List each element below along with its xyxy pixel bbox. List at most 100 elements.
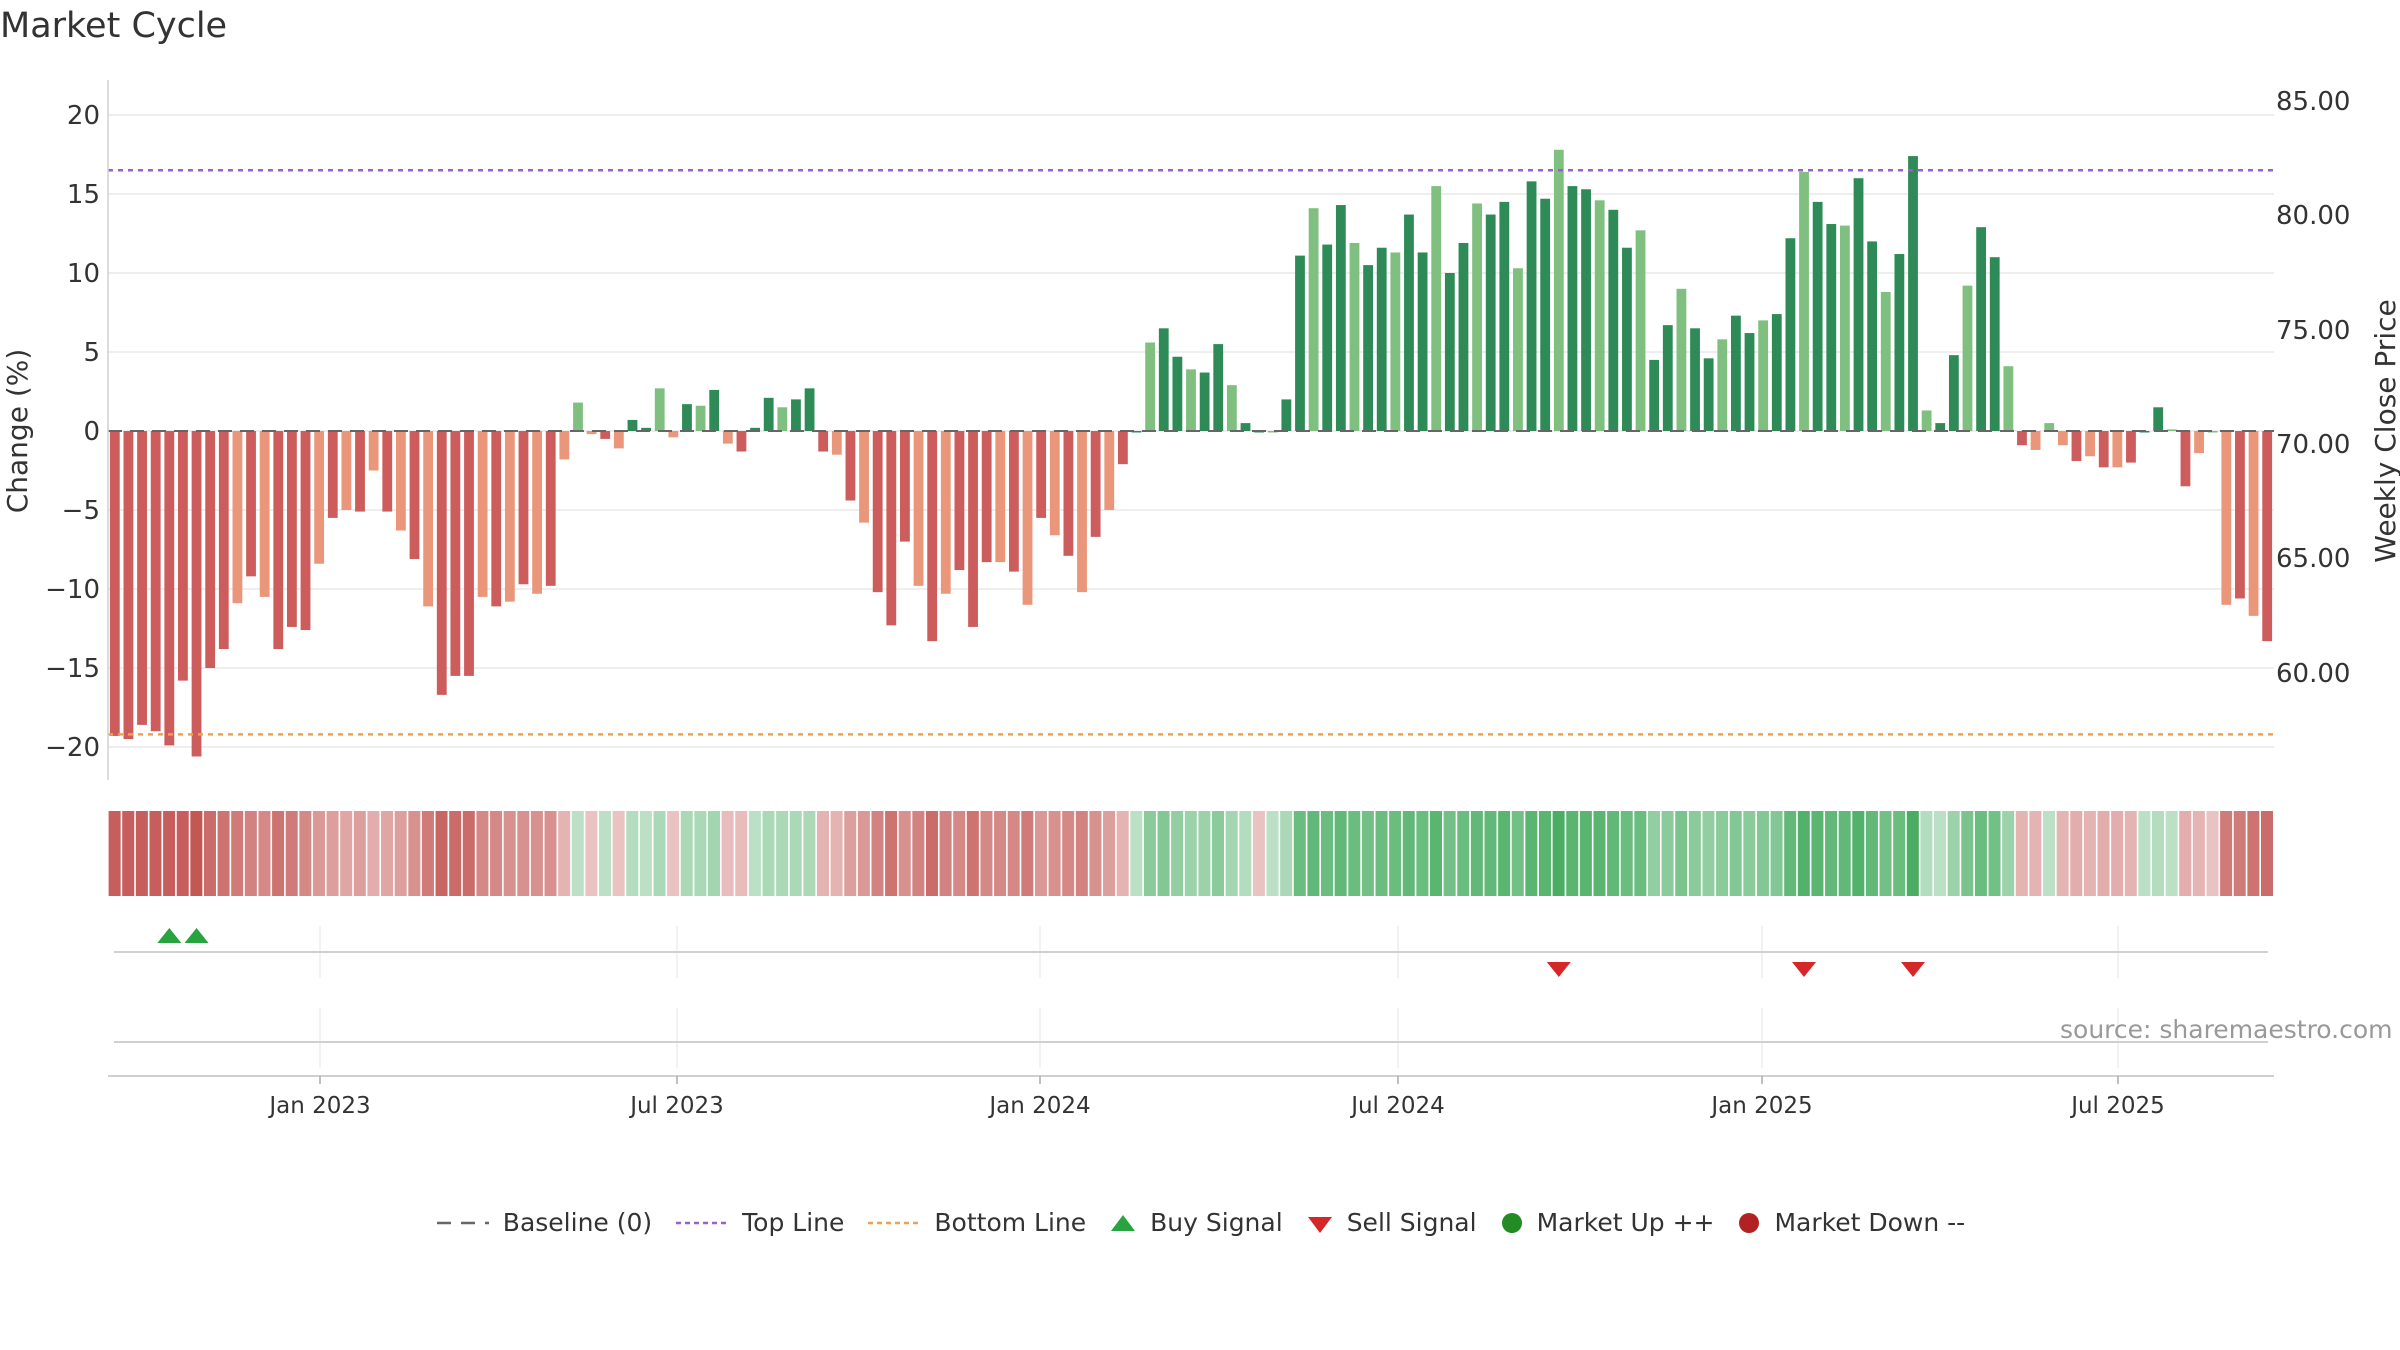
heat-strip-cell: [1661, 811, 1674, 896]
change-bar: [1226, 385, 1237, 431]
heat-strip-cell: [190, 811, 203, 896]
legend-item-sell-signal: Sell Signal: [1305, 1208, 1477, 1237]
heat-strip-cell: [1239, 811, 1252, 896]
change-bar: [2017, 431, 2027, 446]
heat-strip-cell: [1143, 811, 1156, 896]
change-bar: [1431, 186, 1442, 431]
heat-strip-cell: [1729, 811, 1742, 896]
change-bar: [1499, 201, 1510, 431]
change-bar: [1036, 431, 1047, 518]
heat-strip-cell: [721, 811, 734, 896]
heat-strip-cell: [1252, 811, 1265, 896]
heat-strip-cell: [912, 811, 925, 896]
heat-strip-cell: [1307, 811, 1320, 896]
heat-strip-cell: [708, 811, 721, 896]
heat-strip-cell: [1756, 811, 1769, 896]
heat-strip-cell: [612, 811, 625, 896]
legend-label: Sell Signal: [1346, 1208, 1477, 1237]
change-bar: [1894, 254, 1905, 431]
change-bar: [613, 431, 624, 449]
change-bar: [2221, 431, 2232, 605]
change-bar: [763, 397, 774, 431]
change-bar: [1172, 356, 1183, 431]
heat-strip-cell: [449, 811, 462, 896]
x-tick-label: Jul 2025: [2069, 1093, 2165, 1119]
heat-strip-cell: [789, 811, 802, 896]
heat-strip-cell: [966, 811, 979, 896]
heat-strip-cell: [639, 811, 652, 896]
change-bar: [1935, 423, 1946, 431]
change-bar: [1458, 242, 1469, 431]
change-bar: [709, 389, 720, 431]
change-bar: [1267, 431, 1278, 433]
change-bar: [1540, 198, 1551, 431]
heat-strip-cell: [1675, 811, 1688, 896]
heat-strip-cell: [1852, 811, 1865, 896]
change-bar: [1867, 241, 1878, 431]
change-bar: [1962, 285, 1973, 431]
change-bar: [1390, 252, 1401, 431]
change-bar: [1785, 238, 1796, 431]
heat-strip-cell: [1334, 811, 1347, 896]
change-bar: [1771, 314, 1782, 431]
change-bar: [1404, 214, 1414, 431]
change-bar: [954, 431, 965, 571]
heat-strip-cell: [1402, 811, 1415, 896]
change-bar: [1581, 189, 1591, 431]
change-bar: [627, 419, 638, 431]
change-bar: [477, 431, 488, 597]
change-bar: [1635, 230, 1646, 431]
heat-strip-cell: [1266, 811, 1279, 896]
change-bar: [1662, 325, 1673, 431]
y-tick-label: 10: [67, 259, 100, 289]
change-bar: [1812, 201, 1823, 431]
heat-strip-cell: [1171, 811, 1184, 896]
change-bar: [1908, 156, 1918, 431]
change-bar: [995, 431, 1006, 563]
change-bar: [1335, 205, 1346, 431]
change-bar: [1717, 339, 1728, 431]
change-bar: [2153, 407, 2164, 431]
y-tick-label: 15: [67, 180, 100, 210]
change-bar: [545, 431, 556, 586]
change-bar: [1349, 242, 1360, 431]
change-bar: [1213, 344, 1224, 431]
heat-strip-cell: [326, 811, 339, 896]
heat-strip-cell: [735, 811, 748, 896]
heat-strip-cell: [1198, 811, 1211, 896]
change-bar: [1567, 186, 1578, 431]
heat-strip-cell: [653, 811, 666, 896]
heat-strip-cell: [1470, 811, 1483, 896]
heat-strip-cell: [680, 811, 693, 896]
heat-strip-cell: [1034, 811, 1047, 896]
heat-strip-cell: [1348, 811, 1361, 896]
change-bar: [2071, 431, 2082, 462]
change-bar: [1690, 328, 1700, 431]
heat-strip-cell: [585, 811, 598, 896]
y2-tick-label: 65.00: [2276, 544, 2350, 574]
heat-strip-cell: [1947, 811, 1960, 896]
heat-strip-cell: [1797, 811, 1810, 896]
change-bar: [327, 431, 338, 518]
change-bar: [287, 431, 297, 627]
y2-tick-label: 75.00: [2276, 316, 2350, 346]
heat-strip-cell: [1511, 811, 1524, 896]
change-bar: [1676, 288, 1687, 431]
change-bar: [750, 427, 760, 431]
change-bar: [1921, 410, 1932, 431]
change-bar: [1826, 224, 1837, 431]
change-bar: [1622, 247, 1632, 431]
change-bar: [2194, 431, 2204, 454]
change-bar: [123, 431, 134, 740]
heat-strip-cell: [1838, 811, 1851, 896]
change-bar: [859, 431, 869, 523]
heat-strip-cell: [203, 811, 216, 896]
heat-strip: [108, 811, 2273, 896]
change-bar: [532, 431, 543, 594]
change-bar: [1526, 181, 1537, 431]
y-tick-label: 20: [67, 101, 100, 131]
heat-strip-cell: [830, 811, 843, 896]
heat-strip-cell: [2165, 811, 2178, 896]
heat-strip-cell: [544, 811, 557, 896]
change-bar: [2207, 431, 2218, 433]
